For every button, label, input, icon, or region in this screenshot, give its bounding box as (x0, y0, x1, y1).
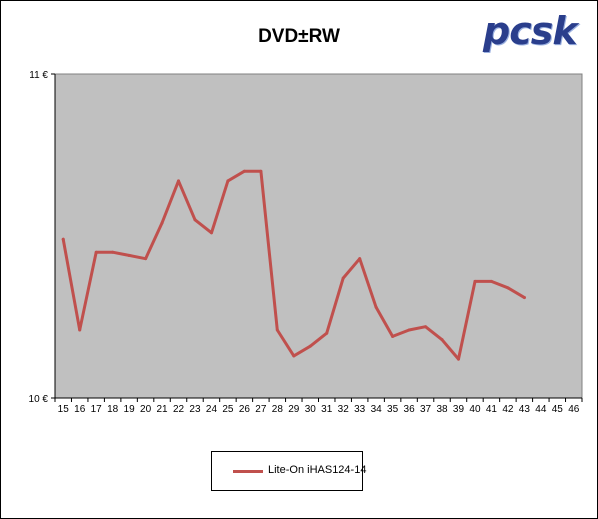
data-point (242, 169, 246, 173)
data-point (292, 354, 296, 358)
x-tick-label: 17 (91, 404, 103, 415)
series-group (61, 169, 526, 361)
x-tick-label: 40 (469, 404, 481, 415)
x-tick-label: 29 (288, 404, 300, 415)
pcsk-logo: pcsk (483, 9, 578, 53)
data-point (275, 328, 279, 332)
x-tick-label: 31 (321, 404, 333, 415)
data-point (489, 279, 493, 283)
x-tick-label: 26 (239, 404, 251, 415)
x-tick-label: 30 (305, 404, 317, 415)
x-tick-label: 16 (74, 404, 86, 415)
data-point (78, 328, 82, 332)
data-point (160, 221, 164, 225)
data-point (94, 250, 98, 254)
data-point (407, 328, 411, 332)
x-tick-label: 19 (124, 404, 136, 415)
legend: Lite-On iHAS124-14 (211, 451, 367, 491)
data-point (144, 257, 148, 261)
x-tick-label: 25 (222, 404, 234, 415)
y-tick-label: 11 € (29, 70, 48, 81)
x-tick-label: 46 (568, 404, 580, 415)
data-point (440, 338, 444, 342)
data-point (193, 218, 197, 222)
x-tick-label: 38 (436, 404, 448, 415)
x-tick-label: 41 (486, 404, 498, 415)
x-tick-label: 20 (140, 404, 152, 415)
x-tick-label: 32 (338, 404, 350, 415)
data-point (111, 250, 115, 254)
x-tick-label: 21 (156, 404, 168, 415)
x-tick-label: 18 (107, 404, 119, 415)
data-point (177, 179, 181, 183)
x-tick-label: 22 (173, 404, 185, 415)
legend-label-lite-on: Lite-On iHAS124-14 (268, 464, 367, 476)
data-point (259, 169, 263, 173)
data-point (473, 279, 477, 283)
x-tick-label: 45 (552, 404, 564, 415)
x-tick-label: 34 (371, 404, 383, 415)
data-point (325, 331, 329, 335)
x-tick-label: 44 (535, 404, 547, 415)
x-tick-label: 15 (58, 404, 70, 415)
data-point (127, 253, 131, 257)
plot-area (54, 73, 583, 399)
x-tick-label: 23 (189, 404, 201, 415)
x-tick-label: 28 (272, 404, 284, 415)
x-tick-label: 27 (255, 404, 267, 415)
data-point (226, 179, 230, 183)
data-point (456, 357, 460, 361)
legend-swatch-lite-on (233, 470, 263, 473)
data-point (209, 231, 213, 235)
data-point (308, 344, 312, 348)
x-tick-label: 35 (387, 404, 399, 415)
x-tick-label: 37 (420, 404, 432, 415)
x-ticks: 15 16 17 18 19 20 21 22 23 24 25 26 27 28 29 30 31 32 33 34… (54, 398, 583, 415)
x-tick-label: 24 (206, 404, 218, 415)
data-point (522, 296, 526, 300)
data-point (506, 286, 510, 290)
data-point (424, 325, 428, 329)
data-point (374, 305, 378, 309)
data-point (61, 237, 65, 241)
data-point (341, 276, 345, 280)
x-tick-label: 39 (453, 404, 465, 415)
logo-text: pcsk (483, 9, 578, 53)
x-tick-label: 42 (502, 404, 514, 415)
y-tick-label: 10 € (29, 394, 49, 405)
data-point (391, 334, 395, 338)
x-tick-label: 36 (404, 404, 416, 415)
y-ticks: 11 € 10 € (29, 70, 55, 405)
x-tick-label: 33 (354, 404, 366, 415)
data-point (358, 257, 362, 261)
x-tick-label: 43 (519, 404, 531, 415)
chart-title: DVD±RW (258, 26, 340, 47)
